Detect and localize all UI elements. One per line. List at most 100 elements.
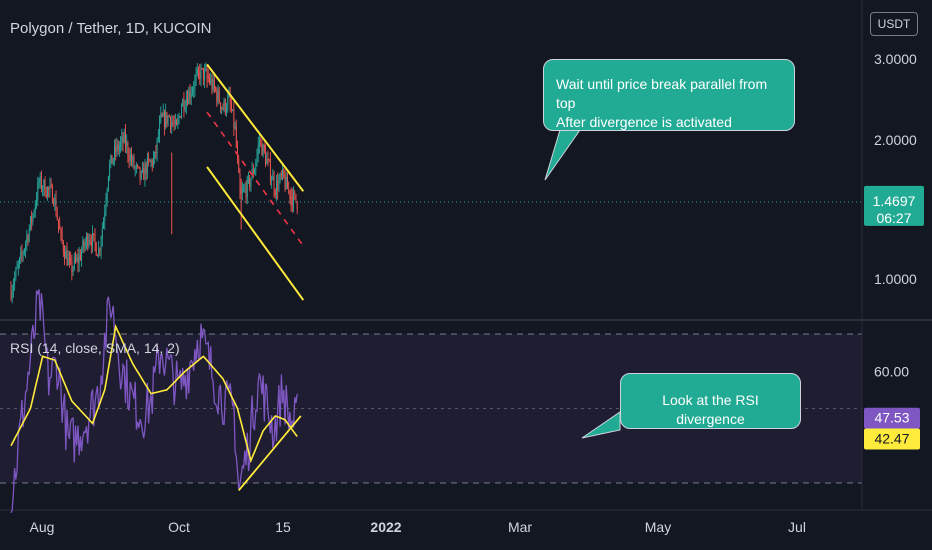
- annotation-line-1: Wait until price break parallel from top: [556, 76, 768, 111]
- candle-body: [95, 242, 97, 256]
- candle-body: [23, 249, 25, 254]
- candle-body: [106, 189, 108, 202]
- candle-body: [283, 168, 285, 178]
- candle-body: [220, 102, 221, 109]
- candle-body: [176, 119, 178, 126]
- candle-body: [216, 90, 218, 102]
- candle-body: [286, 177, 288, 189]
- candle-body: [261, 141, 263, 156]
- candle-body: [243, 189, 245, 191]
- candle-body: [293, 192, 294, 207]
- rsi-sma-badge: [864, 428, 920, 450]
- candle-body: [123, 131, 125, 143]
- candle-body: [55, 198, 57, 215]
- candle-body: [181, 106, 182, 118]
- candle-body: [148, 157, 150, 160]
- candle-body: [150, 160, 152, 162]
- candle-body: [98, 249, 100, 257]
- candle-body: [272, 176, 274, 181]
- candle-body: [171, 121, 173, 128]
- candle-body: [282, 168, 284, 176]
- candle-body: [71, 261, 73, 273]
- candle-body: [278, 180, 280, 191]
- price-tick-label: 1.0000: [874, 271, 917, 287]
- rsi-sma-value: 42.47: [874, 431, 909, 447]
- candle-body: [188, 90, 190, 105]
- candle-body: [213, 79, 215, 88]
- candle-body: [143, 167, 145, 180]
- candle-body: [254, 170, 256, 175]
- candle-body: [94, 234, 96, 243]
- candle-body: [56, 214, 58, 220]
- candle-body: [75, 257, 76, 261]
- candle-body: [185, 98, 187, 107]
- candle-body: [115, 146, 117, 152]
- candle-body: [67, 258, 69, 266]
- candle-body: [159, 122, 161, 137]
- annotation-line-2: After divergence is activated: [556, 114, 732, 130]
- candle-body: [160, 113, 162, 123]
- annotation-callout-top[interactable]: Wait until price break parallel from top…: [543, 59, 795, 131]
- rsi-value-badge: [864, 407, 920, 429]
- candle-body: [234, 126, 236, 128]
- candle-body: [48, 187, 50, 190]
- candle-body: [68, 258, 70, 260]
- candle-body: [263, 144, 265, 152]
- candle-body: [14, 277, 16, 286]
- currency-button[interactable]: USDT: [870, 12, 918, 36]
- candle-body: [61, 232, 63, 242]
- candle-body: [128, 155, 130, 161]
- candle-body: [137, 165, 139, 167]
- rsi-value: 47.53: [874, 410, 909, 426]
- candle-body: [202, 68, 204, 81]
- candle-body: [289, 190, 291, 199]
- candle-body: [249, 177, 251, 187]
- candle-body: [87, 235, 89, 246]
- candle-body: [12, 285, 14, 291]
- annotation-callout-rsi[interactable]: Look at the RSI divergence: [620, 373, 801, 429]
- chart-title: Polygon / Tether, 1D, KUCOIN: [10, 20, 212, 37]
- time-tick-label: May: [645, 519, 671, 535]
- candle-body: [104, 211, 106, 221]
- candle-body: [62, 241, 64, 252]
- time-tick-label: Oct: [168, 519, 190, 535]
- candle-body: [88, 239, 90, 246]
- candle-body: [269, 160, 271, 181]
- candle-body: [167, 116, 169, 124]
- candle-body: [134, 167, 136, 169]
- candle-body: [280, 173, 282, 176]
- candle-body: [116, 143, 118, 152]
- candle-body: [210, 79, 212, 83]
- candle-body: [58, 219, 59, 225]
- candle-body: [189, 90, 191, 98]
- candle-body: [260, 140, 262, 142]
- candle-body: [82, 240, 84, 252]
- callout-top-pointer: [544, 129, 581, 181]
- candle-body: [86, 235, 87, 243]
- rsi-divergence-line: [238, 415, 302, 492]
- candle-body: [226, 108, 227, 112]
- candle-body: [277, 180, 279, 191]
- candle-body: [201, 67, 203, 69]
- candle-body: [28, 227, 30, 241]
- candle-body: [217, 90, 219, 102]
- candle-body: [145, 164, 147, 174]
- candle-body: [73, 257, 75, 268]
- candle-body: [288, 188, 290, 191]
- candle-body: [244, 188, 246, 190]
- candle-body: [172, 121, 174, 124]
- candle-body: [230, 103, 232, 111]
- candle-body: [156, 138, 158, 154]
- candle-body: [223, 100, 225, 110]
- candle-body: [157, 136, 159, 139]
- candle-body: [178, 116, 180, 120]
- time-tick-label: 15: [275, 519, 291, 535]
- candle-body: [221, 107, 223, 109]
- candle-body: [233, 109, 235, 128]
- candle-body: [153, 157, 154, 166]
- candle-body: [30, 216, 31, 228]
- candle-body: [248, 177, 249, 179]
- candle-body: [237, 146, 238, 159]
- time-tick-label: Jul: [788, 519, 806, 535]
- candle-body: [266, 159, 268, 165]
